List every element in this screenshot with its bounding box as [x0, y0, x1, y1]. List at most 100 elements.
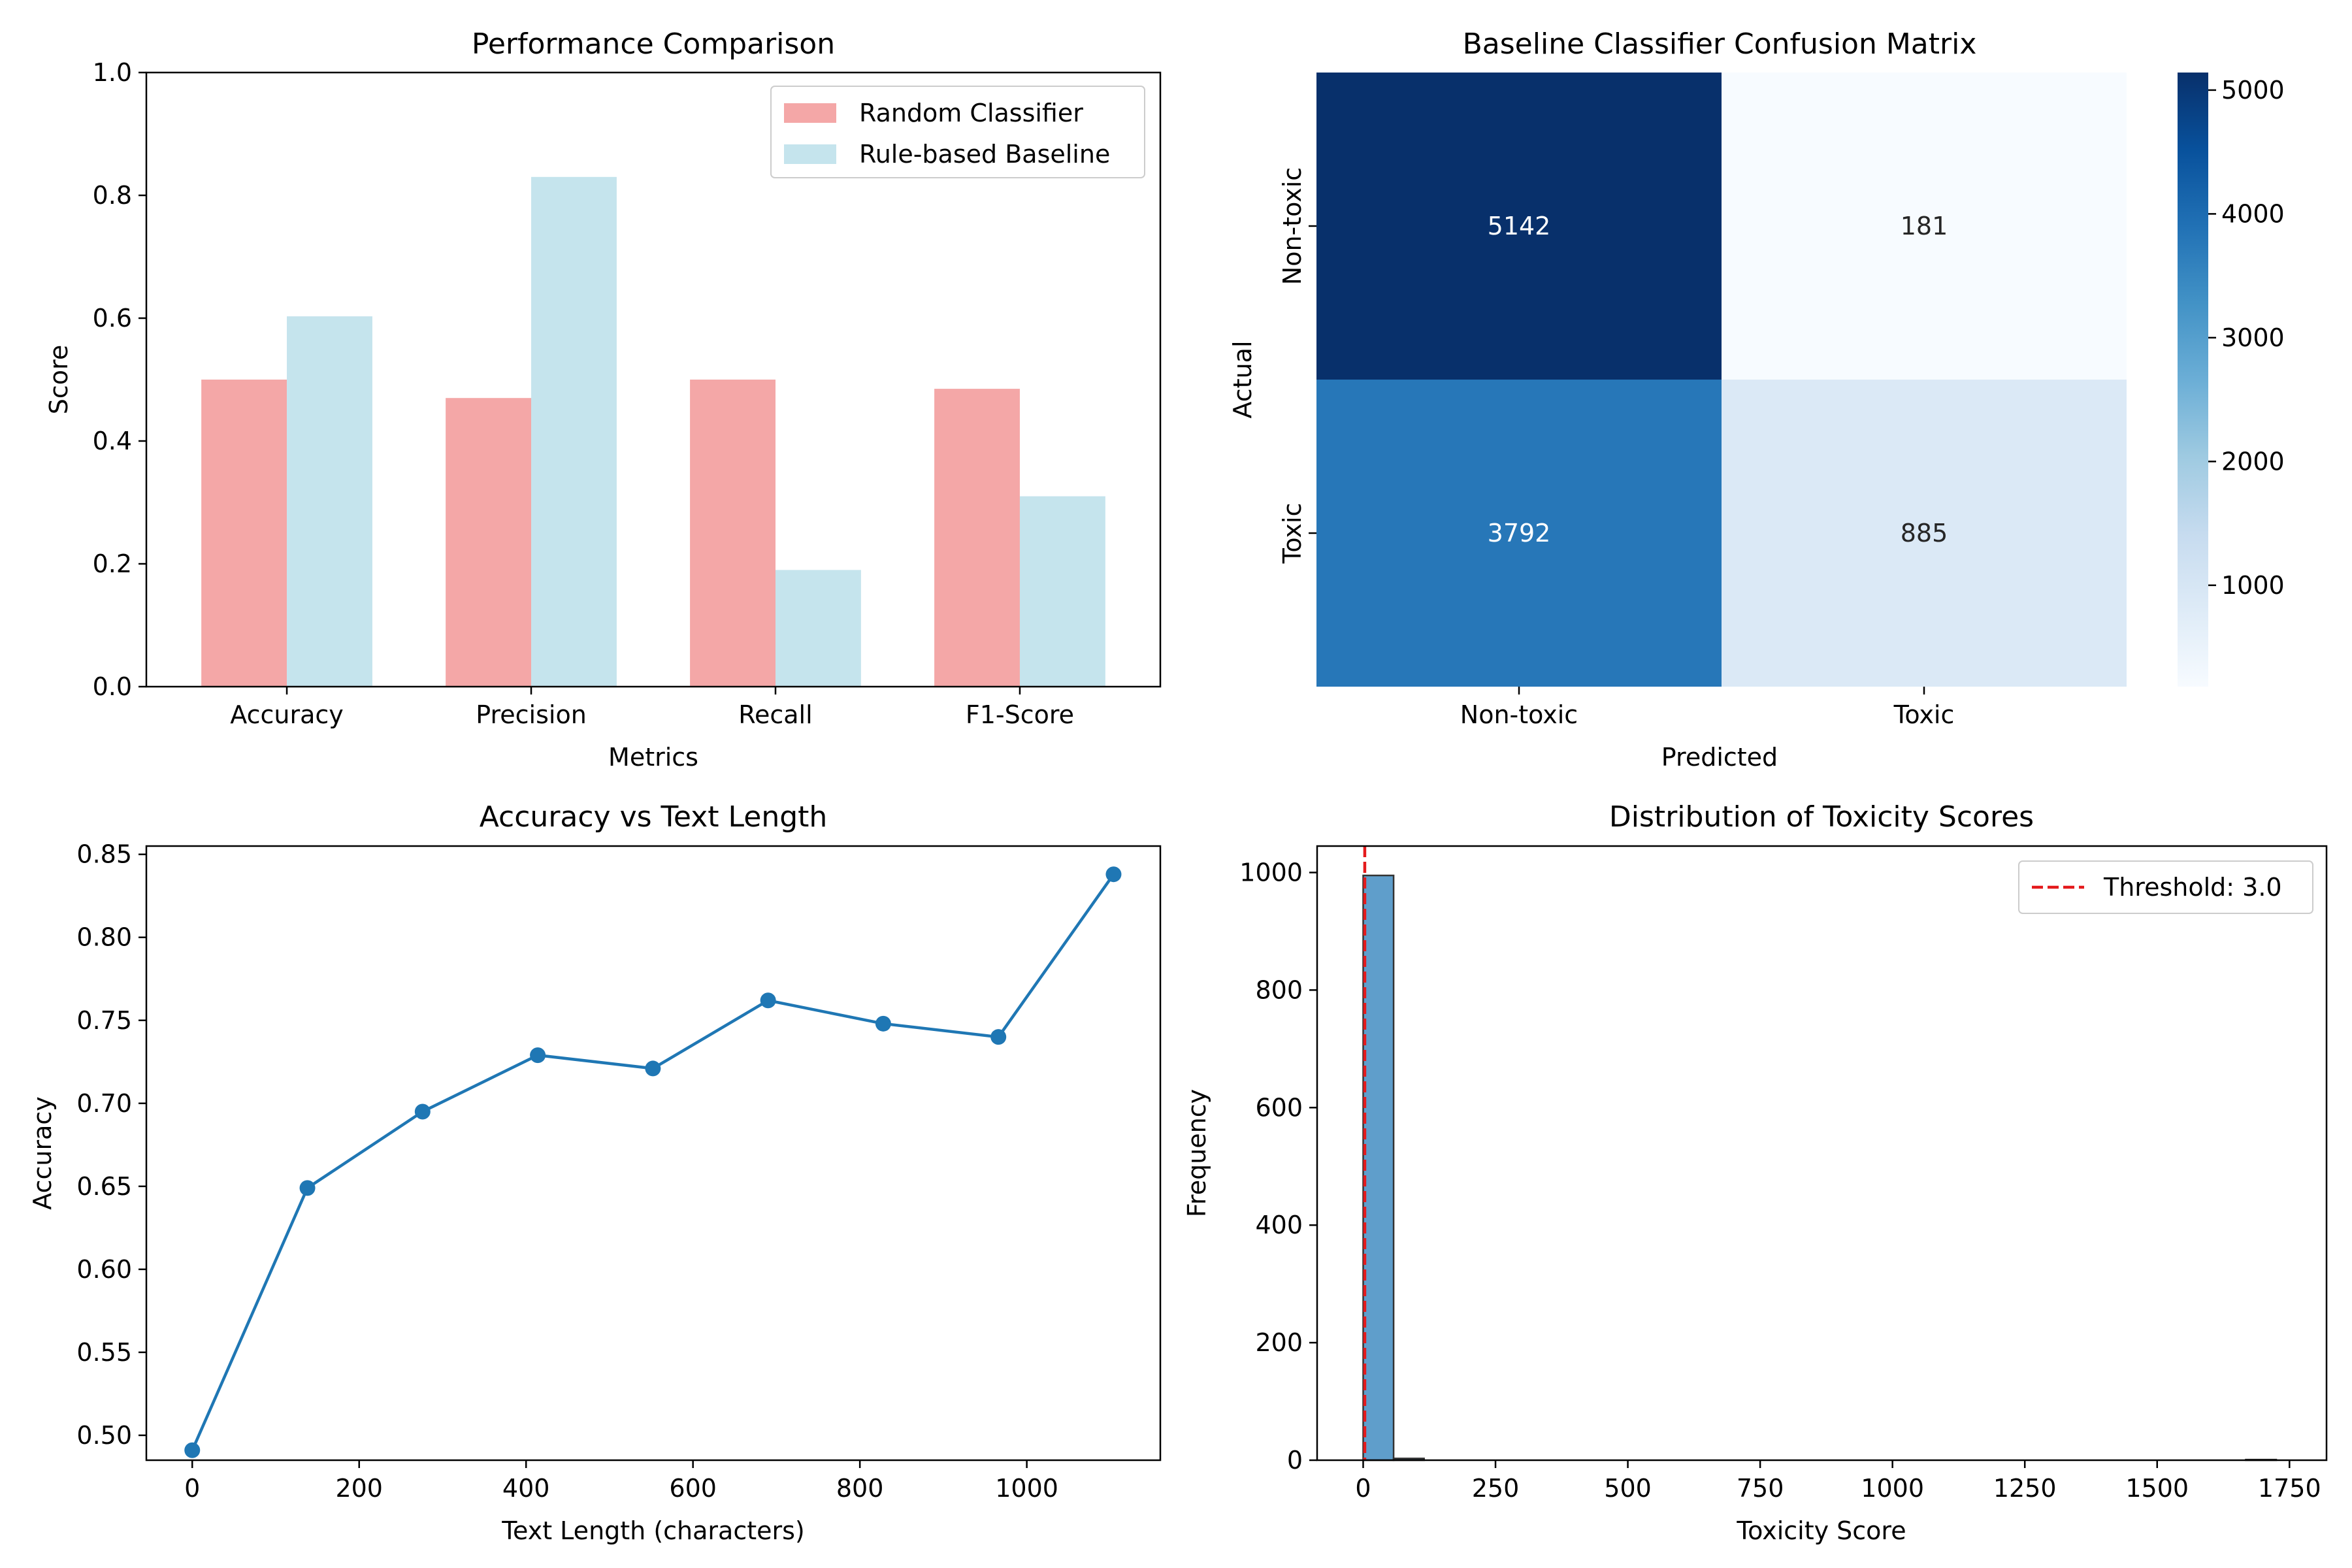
p2-xtick-label: Non-toxic: [1460, 700, 1578, 729]
p2-cell-label: 3792: [1488, 519, 1551, 547]
p3-point: [1105, 866, 1122, 883]
p4-xtick-label: 1500: [2125, 1474, 2189, 1503]
p1-xtick-label: Accuracy: [230, 700, 344, 729]
p2-title: Baseline Classifier Confusion Matrix: [1463, 27, 1977, 61]
p1-legend-box: [770, 86, 1145, 178]
p3-point: [414, 1103, 431, 1120]
p1-xlabel: Metrics: [608, 743, 698, 772]
p3-ytick-label: 0.70: [76, 1089, 132, 1118]
p3-ylabel: Accuracy: [28, 1096, 57, 1210]
p3-xtick-label: 800: [836, 1474, 884, 1503]
p1-ytick-label: 0.6: [93, 304, 132, 333]
p1-legend-label: Random Classifier: [859, 99, 1083, 127]
p3-xtick-label: 400: [502, 1474, 550, 1503]
p2-cbar-tick-label: 5000: [2221, 76, 2285, 105]
p2-xlabel: Predicted: [1661, 743, 1778, 772]
p1-ytick-label: 1.0: [93, 58, 132, 87]
p3-axes-frame: [145, 845, 1162, 1462]
p1-xtick-label: Precision: [476, 700, 587, 729]
p3-xtick-label: 1000: [995, 1474, 1058, 1503]
p4-xlabel: Toxicity Score: [1736, 1516, 1906, 1545]
p1-xtick-label: F1-Score: [966, 700, 1074, 729]
p2-cell-label: 181: [1901, 212, 1948, 240]
p2-cbar-tick-label: 2000: [2221, 447, 2285, 476]
p2-cbar-tick-label: 1000: [2221, 571, 2285, 600]
p1-legend-swatch: [784, 103, 836, 123]
p4-title: Distribution of Toxicity Scores: [1609, 800, 2034, 834]
p3-point: [875, 1015, 891, 1032]
p3-ytick-label: 0.75: [76, 1006, 132, 1035]
toxicity-distribution-chart: Distribution of Toxicity Scores 0 200 400 6…: [1183, 800, 2328, 1545]
p3-ytick-label: 0.65: [76, 1172, 132, 1201]
p2-cbar-tick-label: 3000: [2221, 323, 2285, 352]
p1-legend-label: Rule-based Baseline: [859, 140, 1110, 169]
p4-ytick-label: 1000: [1239, 858, 1303, 887]
p4-ytick-label: 400: [1255, 1211, 1303, 1239]
p4-xtick-label: 250: [1472, 1474, 1520, 1503]
p3-series-line: [191, 873, 1115, 1451]
p2-cell-r1-c1: [1722, 380, 2127, 687]
p2-cell-r0-c1: [1722, 73, 2127, 380]
accuracy-vs-length-chart: Accuracy vs Text Length 0.50 0.55 0.60 0.65…: [28, 800, 1162, 1545]
p3-ytick-label: 0.80: [76, 923, 132, 952]
p4-xtick-label: 1000: [1861, 1474, 1924, 1503]
p3-title: Accuracy vs Text Length: [480, 800, 828, 834]
p2-xtick-label: Toxic: [1893, 700, 1955, 729]
p3-point: [760, 992, 776, 1009]
p3-ytick-label: 0.55: [76, 1338, 132, 1367]
p4-ylabel: Frequency: [1183, 1089, 1211, 1217]
p1-bar-recall-s1: [775, 570, 861, 687]
p4-legend-label: Threshold: 3.0: [2103, 873, 2282, 902]
p1-axes-frame: [145, 71, 1162, 688]
p3-ytick-label: 0.85: [76, 840, 132, 869]
p1-ylabel: Score: [44, 345, 73, 414]
p2-colorbar: [2178, 73, 2208, 687]
p3-point: [530, 1047, 546, 1064]
p2-cell-label: 885: [1901, 519, 1948, 547]
p1-bar-f1-score-s1: [1019, 496, 1105, 687]
p1-ytick-label: 0.8: [93, 181, 132, 210]
p3-ytick-label: 0.60: [76, 1255, 132, 1284]
p4-xtick-label: 750: [1737, 1474, 1784, 1503]
p1-title: Performance Comparison: [472, 27, 835, 61]
p3-point: [990, 1029, 1007, 1045]
p4-xtick-label: 1250: [1993, 1474, 2057, 1503]
p1-bar-accuracy-s0: [201, 380, 287, 687]
p4-ytick-label: 0: [1287, 1446, 1303, 1475]
p3-point: [299, 1180, 316, 1196]
p1-bar-recall-s0: [690, 380, 776, 687]
p2-ytick-label: Toxic: [1278, 503, 1307, 564]
p2-cell-r1-c0: [1316, 380, 1722, 687]
confusion-matrix-chart: Baseline Classifier Confusion Matrix 514…: [1228, 27, 2285, 772]
p1-ytick-label: 0.2: [93, 549, 132, 578]
p1-bar-precision-s0: [446, 398, 532, 687]
p2-cell-r0-c0: [1316, 73, 1722, 380]
p2-cbar-tick-label: 4000: [2221, 199, 2285, 228]
p2-ylabel: Actual: [1228, 340, 1257, 418]
p2-cell-label: 5142: [1488, 212, 1551, 240]
p1-ytick-label: 0.4: [93, 427, 132, 455]
p4-xtick-label: 1750: [2258, 1474, 2321, 1503]
p4-ytick-label: 800: [1255, 975, 1303, 1004]
p2-ytick-label: Non-toxic: [1278, 167, 1307, 285]
p4-axes-frame: [1316, 845, 2328, 1462]
p1-legend: Random Classifier Rule-based Baseline: [770, 86, 1145, 178]
p1-legend-swatch: [784, 144, 836, 164]
p3-point: [645, 1060, 661, 1077]
p4-xtick-label: 0: [1355, 1474, 1371, 1503]
p1-xtick-label: Recall: [738, 700, 812, 729]
p4-ytick-label: 200: [1255, 1328, 1303, 1357]
p3-xlabel: Text Length (characters): [501, 1516, 805, 1545]
p3-ytick-label: 0.50: [76, 1421, 132, 1450]
p4-legend-box: [2018, 860, 2313, 914]
performance-comparison-chart: Performance Comparison 0.0 0.2 0.4 0.6 0.8 1.…: [44, 27, 1162, 772]
p1-ytick-label: 0.0: [93, 672, 132, 701]
p3-xtick-label: 200: [335, 1474, 383, 1503]
p4-legend: Threshold: 3.0: [2018, 860, 2313, 914]
p3-xtick-label: 0: [184, 1474, 200, 1503]
p1-bar-accuracy-s1: [287, 316, 372, 687]
p3-xtick-label: 600: [669, 1474, 717, 1503]
p4-ytick-label: 600: [1255, 1093, 1303, 1122]
p4-xtick-label: 500: [1604, 1474, 1652, 1503]
